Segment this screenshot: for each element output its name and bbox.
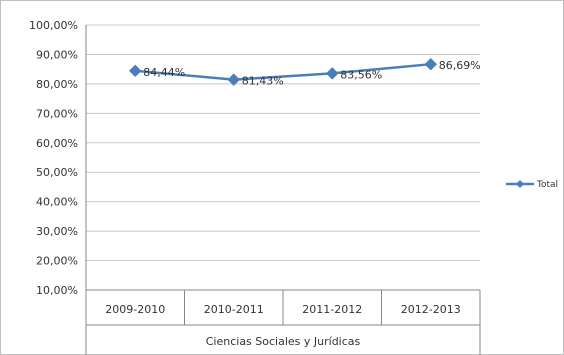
data-label: 84,44% — [143, 66, 185, 79]
data-point-marker — [326, 67, 339, 80]
y-tick-label: 60,00% — [36, 137, 78, 150]
y-tick-label: 40,00% — [36, 196, 78, 209]
data-label: 83,56% — [340, 68, 382, 81]
x-tick-label: 2010-2011 — [204, 303, 264, 316]
y-tick-label: 90,00% — [36, 48, 78, 61]
y-tick-label: 30,00% — [36, 225, 78, 238]
data-point-marker — [227, 73, 240, 86]
y-tick-label: 20,00% — [36, 255, 78, 268]
y-tick-label: 10,00% — [36, 284, 78, 297]
legend: Total — [506, 180, 558, 190]
y-tick-label: 70,00% — [36, 107, 78, 120]
data-labels: 84,44% 81,43% 83,56% 86,69% — [143, 59, 480, 87]
y-tick-label: 50,00% — [36, 166, 78, 179]
data-point-marker — [424, 57, 437, 71]
legend-label: Total — [536, 180, 558, 190]
data-label: 81,43% — [242, 75, 284, 88]
data-label: 86,69% — [439, 59, 481, 72]
x-group-label: Ciencias Sociales y Jurídicas — [206, 335, 361, 348]
legend-marker — [516, 180, 524, 188]
y-axis-ticks: 100,00% 90,00% 80,00% 70,00% 60,00% 50,00% 40,… — [29, 19, 78, 297]
x-tick-label: 2011-2012 — [302, 303, 362, 316]
x-axis: 2009-2010 2010-2011 2011-2012 2012-2013 Cien… — [85, 25, 481, 355]
y-tick-label: 100,00% — [29, 19, 78, 32]
y-tick-label: 80,00% — [36, 78, 78, 91]
series-line — [135, 62, 431, 81]
series-total — [129, 57, 437, 86]
x-tick-label: 2012-2013 — [401, 303, 461, 316]
x-tick-label: 2009-2010 — [105, 303, 165, 316]
data-point-marker — [129, 64, 142, 78]
